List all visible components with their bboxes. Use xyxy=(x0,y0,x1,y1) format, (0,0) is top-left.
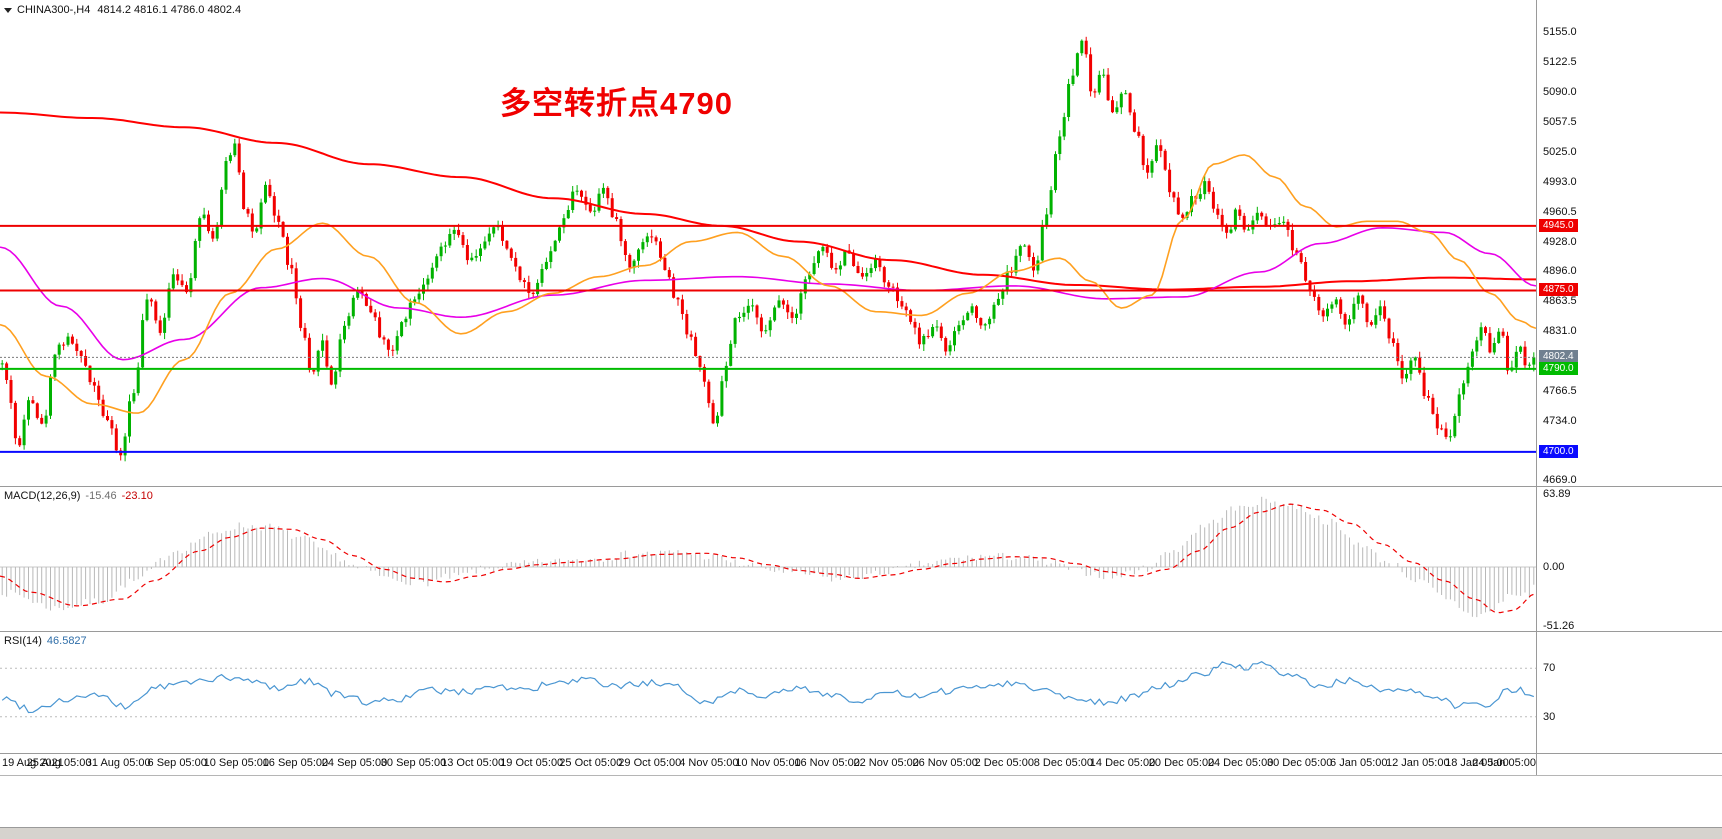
price-tick: 4831.0 xyxy=(1543,325,1577,338)
date-label: 31 Aug 05:00 xyxy=(85,757,151,769)
price-level-badge: 4802.4 xyxy=(1539,350,1578,364)
price-tick: 5025.0 xyxy=(1543,146,1577,159)
macd-indicator-canvas[interactable] xyxy=(0,487,1536,631)
time-axis-border xyxy=(0,775,1722,776)
date-label: 18 Jan 05:00 xyxy=(1445,757,1509,769)
date-label: 30 Sep 05:00 xyxy=(380,757,447,769)
rsi-value: 46.5827 xyxy=(46,635,87,647)
date-label: 8 Dec 05:00 xyxy=(1033,757,1094,769)
date-label: 26 Nov 05:00 xyxy=(912,757,978,769)
macd-main-value: -15.46 xyxy=(85,490,117,502)
price-tick: 5155.0 xyxy=(1543,26,1577,39)
date-label: 10 Nov 05:00 xyxy=(735,757,801,769)
date-label: 14 Dec 05:00 xyxy=(1089,757,1156,769)
chart-annotation-text[interactable]: 多空转折点4790 xyxy=(500,86,733,121)
price-level-badge: 4945.0 xyxy=(1539,218,1578,232)
date-label: 6 Sep 05:00 xyxy=(147,757,207,769)
price-level-badge: 4875.0 xyxy=(1539,283,1578,297)
window-bottom-bar xyxy=(0,827,1722,839)
price-tick: 4928.0 xyxy=(1543,235,1577,248)
price-tick: 4896.0 xyxy=(1543,265,1577,278)
date-label: 24 Dec 05:00 xyxy=(1207,757,1274,769)
date-label: 16 Sep 05:00 xyxy=(262,757,329,769)
panel-divider xyxy=(0,753,1722,754)
date-label: 30 Dec 05:00 xyxy=(1266,757,1333,769)
date-label: 2 Dec 05:00 xyxy=(974,757,1034,769)
price-tick: 4863.5 xyxy=(1543,295,1577,308)
price-tick: 5057.5 xyxy=(1543,116,1577,129)
date-label: 24 Sep 05:00 xyxy=(321,757,388,769)
price-tick: 4669.0 xyxy=(1543,474,1577,487)
price-tick: 5122.5 xyxy=(1543,56,1577,69)
macd-axis-tick: -51.26 xyxy=(1543,619,1575,632)
panel-divider[interactable] xyxy=(0,486,1722,487)
macd-indicator-label: MACD(12,26,9) -15.46 -23.10 xyxy=(4,490,153,502)
date-label: 13 Oct 05:00 xyxy=(441,757,505,769)
macd-axis-tick: 63.89 xyxy=(1543,487,1571,500)
rsi-name: RSI(14) xyxy=(4,635,42,647)
date-label: 25 Aug 05:00 xyxy=(26,757,92,769)
macd-signal-value: -23.10 xyxy=(121,490,153,502)
rsi-indicator-label: RSI(14) 46.5827 xyxy=(4,635,87,647)
main-price-chart-canvas[interactable] xyxy=(0,0,1536,486)
rsi-axis-tick: 70 xyxy=(1543,662,1556,675)
time-axis[interactable]: 19 Aug 2021 25 Aug 05:00 31 Aug 05:00 6 Sep… xyxy=(0,754,1536,774)
date-label: 12 Jan 05:00 xyxy=(1385,757,1450,769)
date-label: 24 Jan 05:00 xyxy=(1472,757,1536,769)
price-tick: 5090.0 xyxy=(1543,86,1577,99)
date-label: 16 Nov 05:00 xyxy=(794,757,860,769)
rsi-axis[interactable]: 70 30 xyxy=(1537,632,1722,753)
price-tick: 4993.0 xyxy=(1543,175,1577,188)
date-label: 19 Oct 05:00 xyxy=(500,757,564,769)
price-level-badge: 4790.0 xyxy=(1539,361,1578,375)
date-label: 19 Aug 2021 xyxy=(2,757,64,769)
price-tick: 4960.5 xyxy=(1543,205,1577,218)
price-level-badge: 4700.0 xyxy=(1539,444,1578,458)
axis-separator-line xyxy=(1536,0,1537,775)
ohlc-values-label: 4814.2 4816.1 4786.0 4802.4 xyxy=(97,4,242,16)
date-label: 20 Dec 05:00 xyxy=(1148,757,1215,769)
chart-title: CHINA300-,H4 4814.2 4816.1 4786.0 4802.4 xyxy=(4,4,241,16)
rsi-indicator-canvas[interactable] xyxy=(0,632,1536,753)
date-label: 25 Oct 05:00 xyxy=(559,757,623,769)
date-label: 22 Nov 05:00 xyxy=(853,757,919,769)
date-label: 4 Nov 05:00 xyxy=(679,757,739,769)
macd-axis-tick: 0.00 xyxy=(1543,561,1565,573)
rsi-axis-tick: 30 xyxy=(1543,710,1556,723)
symbol-period-label: CHINA300-,H4 xyxy=(17,4,91,16)
date-label: 29 Oct 05:00 xyxy=(618,757,682,769)
macd-name: MACD(12,26,9) xyxy=(4,490,81,502)
chart-dropdown-icon[interactable] xyxy=(4,7,12,13)
price-tick: 4766.5 xyxy=(1543,384,1577,397)
price-tick: 4734.0 xyxy=(1543,414,1577,427)
price-axis[interactable]: 5155.0 5122.5 5090.0 5057.5 5025.0 4993.0 4960… xyxy=(1537,0,1722,486)
date-label: 10 Sep 05:00 xyxy=(203,757,270,769)
date-label: 6 Jan 05:00 xyxy=(1330,757,1388,769)
panel-divider[interactable] xyxy=(0,631,1722,632)
macd-axis[interactable]: 63.89 0.00 -51.26 xyxy=(1537,487,1722,632)
